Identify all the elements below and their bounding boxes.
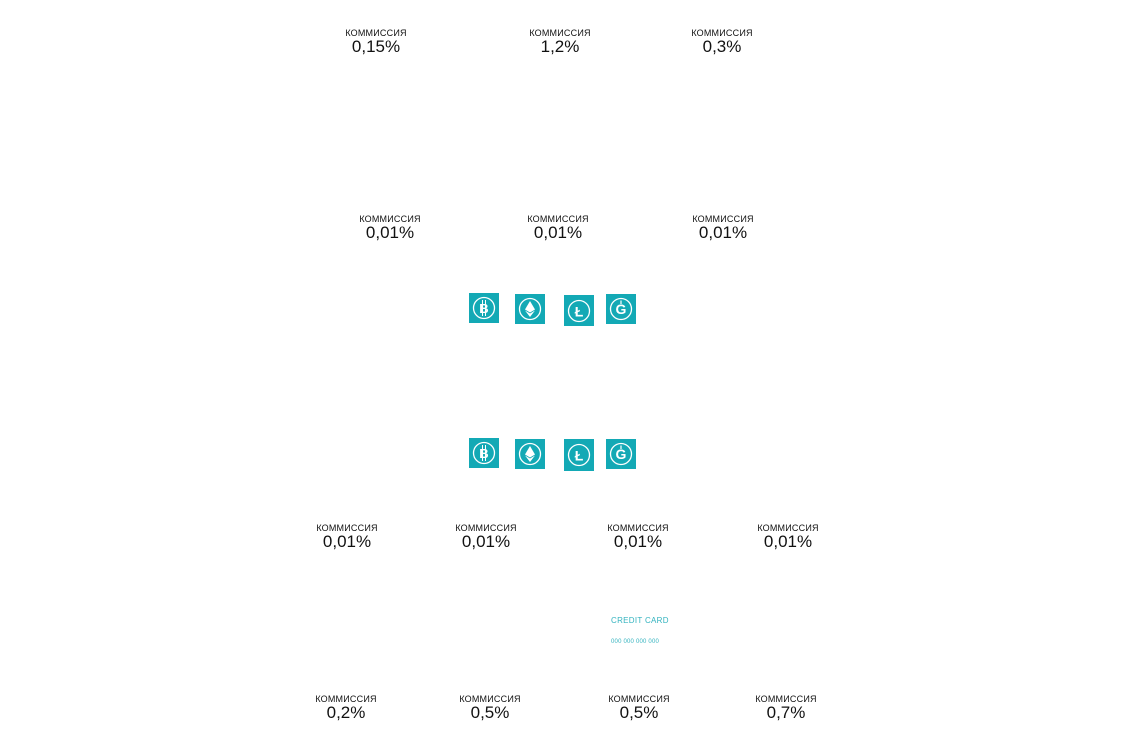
fee-value: 0,2%	[326, 703, 366, 722]
svg-text:B: B	[479, 446, 488, 461]
fee-label: КОММИССИЯ	[455, 523, 517, 533]
credit-card-number: 000 000 000 000	[611, 639, 660, 645]
fee-block: КОММИССИЯ 0,01%	[446, 523, 526, 551]
fee-label: КОММИССИЯ	[755, 694, 817, 704]
fee-value: 0,01%	[533, 223, 583, 242]
gold-coin-icon[interactable]: G	[606, 439, 636, 469]
ethereum-icon[interactable]	[515, 294, 545, 324]
fee-value: 0,01%	[365, 223, 415, 242]
fee-label: КОММИССИЯ	[316, 523, 378, 533]
fee-block: КОММИССИЯ 0,01%	[683, 214, 763, 242]
fee-block: КОММИССИЯ 1,2%	[520, 28, 600, 56]
fee-label: КОММИССИЯ	[757, 523, 819, 533]
fee-block: КОММИССИЯ 0,01%	[350, 214, 430, 242]
svg-text:Ł: Ł	[575, 448, 584, 464]
fee-label: КОММИССИЯ	[608, 694, 670, 704]
credit-card-title: CREDIT CARD	[611, 616, 669, 625]
litecoin-icon[interactable]: Ł	[564, 439, 594, 471]
fee-block: КОММИССИЯ 0,01%	[307, 523, 387, 551]
fee-value: 1,2%	[540, 37, 580, 56]
fee-value: 0,7%	[766, 703, 806, 722]
bitcoin-icon[interactable]: B	[469, 438, 499, 468]
fee-block: КОММИССИЯ 0,2%	[306, 694, 386, 722]
fee-label: КОММИССИЯ	[607, 523, 669, 533]
fee-label: КОММИССИЯ	[459, 694, 521, 704]
gold-coin-icon[interactable]: G	[606, 294, 636, 324]
fee-value: 0,5%	[619, 703, 659, 722]
svg-text:Ł: Ł	[575, 303, 584, 319]
fee-value: 0,01%	[461, 532, 511, 551]
fee-block: КОММИССИЯ 0,7%	[746, 694, 826, 722]
fee-block: КОММИССИЯ 0,01%	[748, 523, 828, 551]
fee-block: КОММИССИЯ 0,01%	[598, 523, 678, 551]
fee-block: КОММИССИЯ 0,5%	[450, 694, 530, 722]
fee-value: 0,01%	[698, 223, 748, 242]
fee-label: КОММИССИЯ	[529, 28, 591, 38]
svg-text:G: G	[616, 446, 627, 462]
fee-block: КОММИССИЯ 0,3%	[682, 28, 762, 56]
svg-text:B: B	[479, 301, 488, 316]
fee-label: КОММИССИЯ	[527, 214, 589, 224]
bitcoin-icon[interactable]: B	[469, 293, 499, 323]
litecoin-icon[interactable]: Ł	[564, 295, 594, 326]
fee-value: 0,01%	[613, 532, 663, 551]
fee-label: КОММИССИЯ	[315, 694, 377, 704]
fee-block: КОММИССИЯ 0,01%	[518, 214, 598, 242]
fee-value: 0,3%	[702, 37, 742, 56]
fee-value: 0,5%	[470, 703, 510, 722]
fee-block: КОММИССИЯ 0,15%	[336, 28, 416, 56]
fee-block: КОММИССИЯ 0,5%	[599, 694, 679, 722]
fee-label: КОММИССИЯ	[345, 28, 407, 38]
ethereum-icon[interactable]	[515, 439, 545, 469]
fee-label: КОММИССИЯ	[691, 28, 753, 38]
fee-value: 0,01%	[763, 532, 813, 551]
fee-value: 0,01%	[322, 532, 372, 551]
fee-label: КОММИССИЯ	[692, 214, 754, 224]
fee-label: КОММИССИЯ	[359, 214, 421, 224]
svg-text:G: G	[616, 301, 627, 317]
fee-value: 0,15%	[351, 37, 401, 56]
